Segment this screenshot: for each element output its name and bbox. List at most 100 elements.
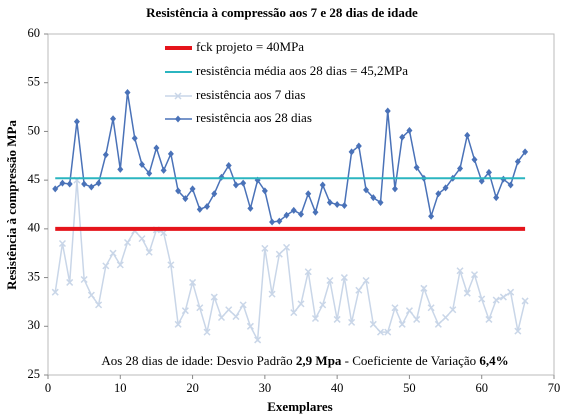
data-point — [232, 313, 240, 321]
data-point — [51, 288, 59, 296]
x-axis-label: Exemplares — [267, 399, 332, 414]
data-point — [340, 274, 348, 282]
data-point — [507, 181, 514, 189]
data-point — [312, 208, 319, 216]
data-point — [442, 184, 449, 192]
data-point — [355, 286, 363, 294]
data-point — [246, 322, 254, 330]
data-point — [189, 278, 197, 286]
data-point — [420, 284, 428, 292]
data-point — [333, 315, 341, 323]
x-tick-label: 50 — [403, 381, 416, 395]
data-point — [160, 166, 167, 174]
data-point — [514, 327, 522, 335]
data-point — [369, 320, 377, 328]
annotation-part: 2,9 Mpa — [296, 353, 342, 368]
data-point — [326, 199, 333, 207]
data-point — [326, 276, 334, 285]
data-point — [116, 261, 124, 269]
data-point — [522, 148, 529, 156]
data-point — [182, 195, 189, 203]
data-point — [123, 238, 132, 247]
data-point — [261, 187, 268, 195]
data-point — [377, 199, 384, 207]
y-tick-label: 45 — [28, 172, 41, 186]
data-point — [283, 243, 291, 251]
data-point — [225, 162, 232, 170]
data-point — [471, 156, 478, 164]
data-point — [355, 142, 362, 150]
annotation-part: Aos 28 dias de idade: Desvio Padrão — [101, 353, 296, 368]
data-point — [269, 218, 276, 226]
data-point — [124, 88, 131, 96]
x-tick-label: 10 — [114, 381, 127, 395]
data-point — [464, 131, 471, 139]
data-point — [485, 168, 492, 176]
legend-label: resistência aos 7 dias — [196, 87, 305, 102]
data-point — [348, 318, 356, 326]
data-point — [290, 206, 297, 214]
legend-label: resistência média aos 28 dias = 45,2MPa — [196, 63, 408, 78]
data-point — [225, 306, 233, 314]
legend-marker — [175, 115, 181, 123]
data-point — [110, 115, 117, 123]
data-point — [153, 144, 160, 152]
data-point — [384, 328, 392, 336]
data-point — [391, 304, 399, 312]
data-point — [298, 210, 304, 218]
legend-item: fck projeto = 40MPa — [165, 39, 304, 54]
data-point — [478, 177, 485, 185]
data-point — [485, 315, 493, 323]
data-point — [66, 180, 73, 188]
data-point — [239, 301, 247, 309]
data-point — [311, 314, 319, 323]
y-tick-label: 60 — [28, 26, 41, 40]
data-point — [319, 301, 327, 309]
data-point — [384, 107, 391, 115]
series-line — [54, 180, 526, 343]
data-point — [290, 309, 298, 317]
x-tick-label: 70 — [548, 381, 561, 395]
x-tick-label: 40 — [331, 381, 344, 395]
data-point — [254, 336, 262, 344]
annotation: Aos 28 dias de idade: Desvio Padrão 2,9 … — [101, 353, 508, 368]
data-point — [131, 134, 138, 142]
data-point — [181, 307, 189, 315]
data-point — [341, 201, 348, 209]
data-point — [102, 262, 110, 270]
data-point — [240, 179, 247, 187]
chart-title: Resistência à compressão aos 7 e 28 dias… — [146, 5, 418, 20]
data-point — [428, 212, 435, 220]
annotation-part: - Coeficiente de Variação — [341, 353, 479, 368]
data-point — [297, 300, 305, 308]
data-point — [146, 169, 153, 177]
y-tick-label: 40 — [28, 221, 41, 235]
data-point — [434, 320, 442, 328]
data-point — [435, 190, 442, 198]
data-point — [363, 186, 370, 194]
data-point — [203, 328, 211, 336]
y-tick-label: 30 — [28, 318, 41, 332]
data-point — [138, 161, 145, 169]
data-point — [117, 165, 124, 173]
data-point — [275, 250, 283, 258]
data-point — [507, 288, 515, 296]
data-point — [196, 304, 204, 312]
data-point — [376, 328, 385, 336]
data-point — [334, 201, 341, 208]
x-tick-label: 20 — [186, 381, 199, 395]
data-point — [268, 290, 276, 298]
data-point — [167, 150, 174, 158]
data-point — [102, 151, 109, 159]
data-point — [175, 187, 182, 195]
data-point — [88, 183, 95, 191]
data-point — [492, 296, 500, 304]
annotation-part: 6,4% — [479, 353, 508, 368]
data-point — [204, 202, 211, 210]
plot-area — [47, 33, 555, 376]
data-point — [52, 185, 59, 193]
data-point — [73, 118, 80, 126]
data-point — [463, 289, 471, 297]
data-point — [174, 320, 182, 328]
